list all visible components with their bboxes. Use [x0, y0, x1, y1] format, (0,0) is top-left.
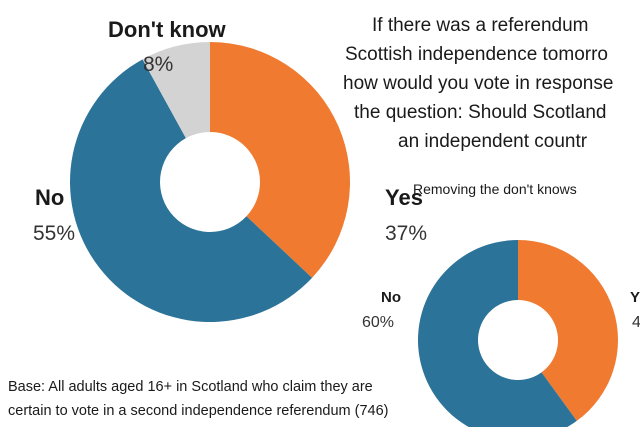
donut-slice	[70, 59, 313, 322]
value-label: 8%	[143, 53, 173, 76]
donut-slice	[142, 42, 210, 139]
value-label: 55%	[33, 222, 75, 245]
value-label: 37%	[385, 222, 427, 245]
base-note: Base: All adults aged 16+ in Scotland wh…	[8, 379, 373, 395]
donut-slice	[518, 240, 618, 421]
category-label: Don't know	[108, 17, 227, 42]
category-label: No	[35, 185, 64, 210]
title-line: the question: Should Scotland	[354, 102, 606, 123]
donut-slice	[210, 42, 350, 278]
value-label: 60%	[362, 314, 394, 331]
category-label: Yes	[385, 185, 423, 210]
category-label: Y	[630, 289, 640, 306]
title-line: how would you vote in response	[343, 73, 613, 94]
donut-slice	[418, 240, 577, 427]
title-line: If there was a referendum	[372, 15, 589, 36]
subtitle: Removing the don't knows	[413, 181, 577, 197]
value-label: 4	[632, 314, 640, 331]
base-note: certain to vote in a second independence…	[8, 403, 388, 419]
title-line: Scottish independence tomorro	[345, 44, 608, 65]
title-line: an independent countr	[398, 131, 588, 152]
category-label: No	[381, 289, 401, 306]
